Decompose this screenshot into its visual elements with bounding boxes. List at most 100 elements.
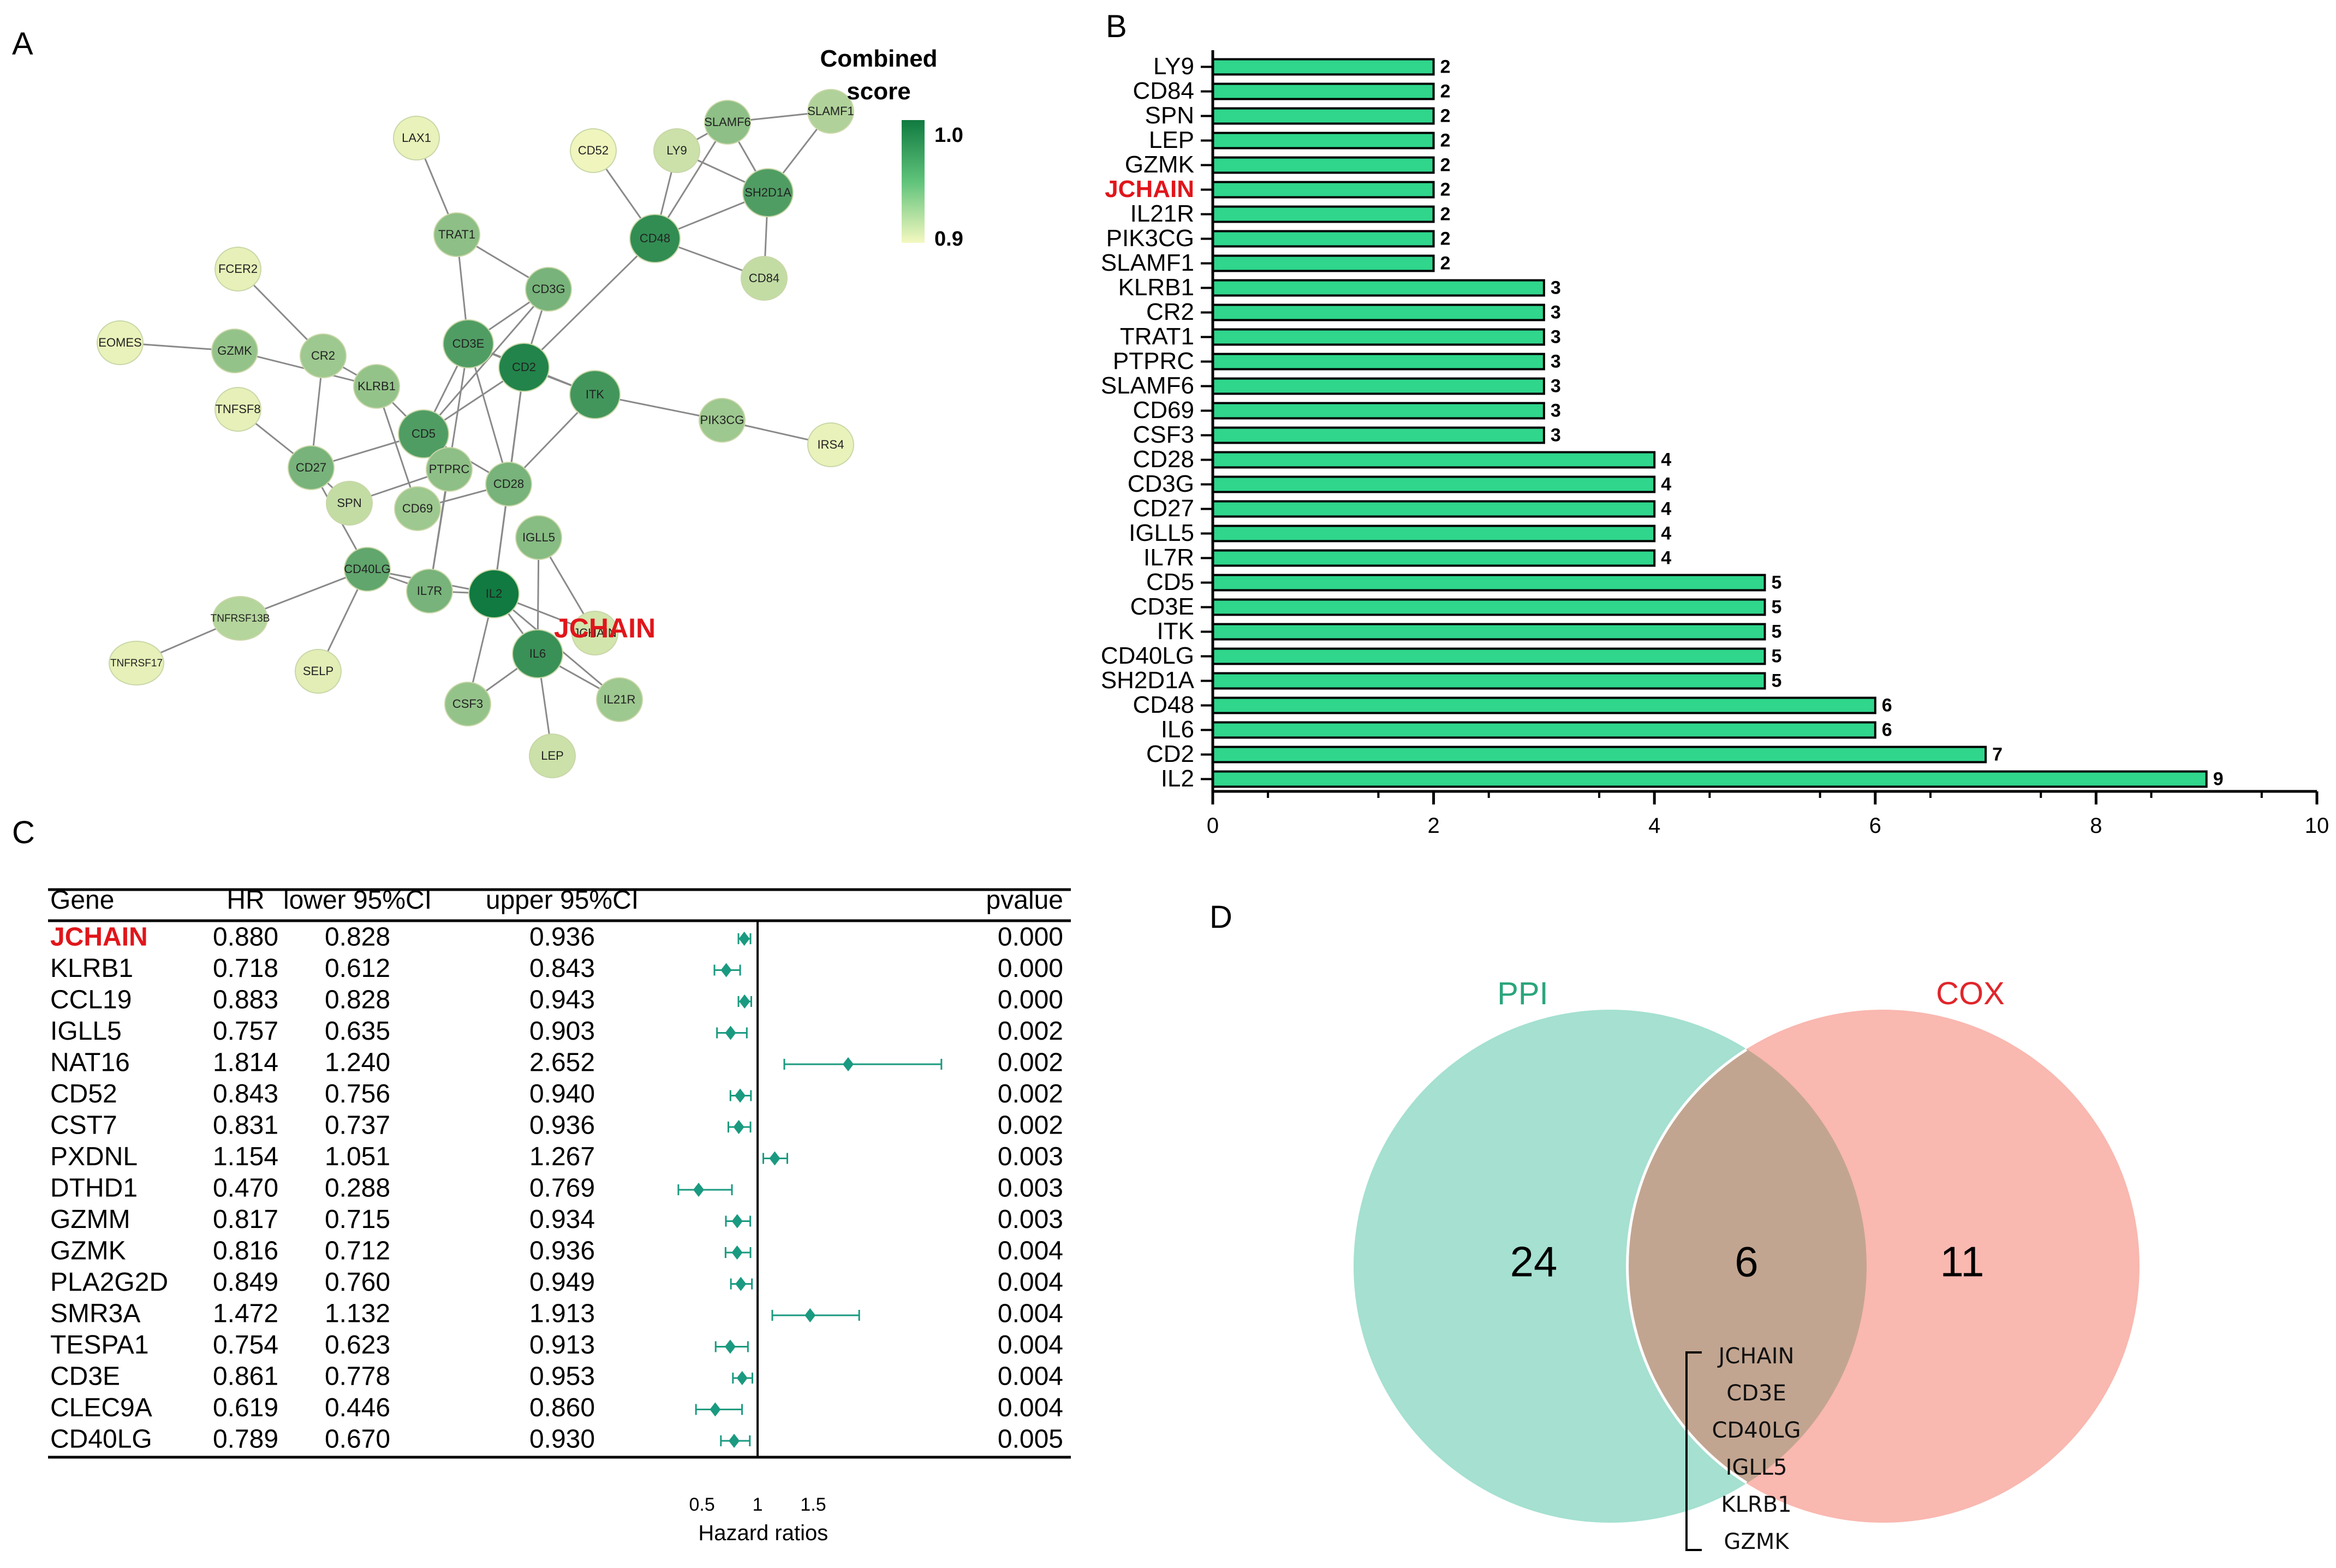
node-il6[interactable]: IL6 — [512, 629, 563, 678]
bar-label-cd48: CD48 — [1133, 691, 1195, 718]
node-label: CD2 — [512, 360, 536, 374]
hr-point — [720, 963, 732, 977]
panel-label-b: B — [1106, 9, 1127, 44]
node-label: CD52 — [578, 144, 609, 157]
bar-label-klrb1: KLRB1 — [1118, 274, 1194, 301]
node-label: CR2 — [311, 349, 335, 362]
node-sh2d1a[interactable]: SH2D1A — [742, 168, 794, 217]
bar-value-sh2d1a: 5 — [1772, 670, 1782, 691]
bar-cd69 — [1212, 402, 1545, 420]
bar-label-jchain: JCHAIN — [1105, 176, 1194, 202]
legend-min: 0.9 — [934, 228, 963, 251]
forest-tick-label: 1.5 — [800, 1494, 826, 1515]
node-gzmk[interactable]: GZMK — [211, 329, 258, 373]
node-pik3cg[interactable]: PIK3CG — [699, 398, 746, 443]
node-cd40lg[interactable]: CD40LG — [344, 547, 391, 592]
node-circle — [512, 629, 563, 678]
bar-label-cd28: CD28 — [1133, 446, 1195, 473]
table-cell: 0.828 — [325, 986, 390, 1015]
venn-gene-list: JCHAIN CD3E CD40LG IGLL5 KLRB1 GZMK — [1712, 1344, 1801, 1554]
node-itk[interactable]: ITK — [569, 370, 621, 419]
node-cd3g[interactable]: CD3G — [525, 267, 572, 312]
node-selp[interactable]: SELP — [295, 649, 342, 694]
node-tnfsf8[interactable]: TNFSF8 — [214, 387, 261, 432]
bar-label-slamf1: SLAMF1 — [1101, 249, 1194, 276]
table-cell: 0.470 — [213, 1174, 278, 1203]
node-cd28[interactable]: CD28 — [485, 462, 532, 506]
node-circle — [398, 409, 449, 458]
node-jchain[interactable]: JCHAIN — [571, 611, 618, 655]
forest-row-pxdnl — [762, 1151, 789, 1166]
node-ptprc[interactable]: PTPRC — [426, 447, 473, 492]
node-circle — [629, 214, 681, 263]
node-csf3[interactable]: CSF3 — [444, 682, 491, 726]
node-tnfrsf13b[interactable]: TNFRSF13B — [211, 596, 270, 641]
node-circle — [571, 611, 618, 655]
node-trat1[interactable]: TRAT1 — [433, 212, 480, 257]
bar-label-sh2d1a: SH2D1A — [1101, 667, 1195, 694]
table-cell: KLRB1 — [50, 954, 133, 983]
bar-label-itk: ITK — [1157, 618, 1194, 645]
bar-trat1 — [1212, 328, 1545, 346]
bar-value-slamf1: 2 — [1440, 253, 1451, 273]
node-circle — [742, 168, 794, 217]
bar-value-klrb1: 3 — [1551, 277, 1561, 298]
node-slamf6[interactable]: SLAMF6 — [704, 100, 751, 145]
node-cr2[interactable]: CR2 — [300, 333, 347, 378]
bar-label-pik3cg: PIK3CG — [1106, 225, 1194, 252]
node-label: EOMES — [98, 336, 141, 349]
node-cd84[interactable]: CD84 — [741, 256, 788, 301]
node-klrb1[interactable]: KLRB1 — [353, 364, 400, 409]
node-igll5[interactable]: IGLL5 — [515, 515, 562, 560]
node-il21r[interactable]: IL21R — [596, 677, 643, 722]
node-circle — [468, 569, 520, 618]
legend-title-line2: score — [847, 78, 910, 105]
legend-title-line1: Combined — [820, 45, 937, 72]
bar-value-cd3g: 4 — [1661, 474, 1671, 494]
node-cd48[interactable]: CD48 — [629, 214, 681, 263]
node-cd5[interactable]: CD5 — [398, 409, 449, 458]
table-cell: 0.003 — [998, 1142, 1063, 1171]
node-circle — [211, 329, 258, 373]
node-ly9[interactable]: LY9 — [653, 128, 700, 173]
table-cell: 0.000 — [998, 954, 1063, 983]
node-il2[interactable]: IL2 — [468, 569, 520, 618]
bar-il6 — [1212, 721, 1876, 739]
node-tnfrsf17[interactable]: TNFRSF17 — [109, 641, 164, 685]
bar-value-cd69: 3 — [1551, 400, 1561, 421]
bar-cd3e — [1212, 598, 1766, 616]
node-cd3e[interactable]: CD3E — [443, 319, 494, 368]
table-cell: 2.652 — [529, 1048, 595, 1077]
forest-row-jchain — [737, 932, 752, 946]
node-spn[interactable]: SPN — [326, 481, 373, 526]
node-fcer2[interactable]: FCER2 — [214, 247, 261, 291]
node-lax1[interactable]: LAX1 — [393, 116, 440, 160]
table-cell: 0.760 — [325, 1268, 390, 1297]
table-cell: GZMM — [50, 1205, 130, 1234]
bar-gzmk — [1212, 156, 1435, 174]
bar-value-ly9: 2 — [1440, 56, 1451, 77]
hr-point — [733, 1120, 744, 1134]
table-cell: 0.635 — [325, 1017, 390, 1046]
table-cell: 0.003 — [998, 1205, 1063, 1234]
bar-label-csf3: CSF3 — [1133, 421, 1194, 448]
table-cell: 0.737 — [325, 1111, 390, 1140]
node-lep[interactable]: LEP — [529, 734, 576, 778]
node-slamf1[interactable]: SLAMF1 — [807, 89, 854, 134]
node-cd27[interactable]: CD27 — [288, 445, 335, 490]
node-eomes[interactable]: EOMES — [97, 320, 144, 365]
node-irs4[interactable]: IRS4 — [807, 422, 854, 467]
node-il7r[interactable]: IL7R — [406, 569, 453, 613]
venn-ppi-count: 24 — [1510, 1238, 1558, 1286]
node-cd69[interactable]: CD69 — [394, 486, 441, 531]
node-cd2[interactable]: CD2 — [498, 343, 550, 392]
table-cell: 0.756 — [325, 1080, 390, 1108]
bar-cd5 — [1212, 574, 1766, 592]
bar-value-lep: 2 — [1440, 130, 1451, 151]
node-circle — [393, 116, 440, 160]
hr-point — [735, 1088, 746, 1103]
hr-point — [769, 1151, 780, 1166]
forest-row-smr3a — [771, 1308, 860, 1322]
node-cd52[interactable]: CD52 — [570, 128, 617, 173]
